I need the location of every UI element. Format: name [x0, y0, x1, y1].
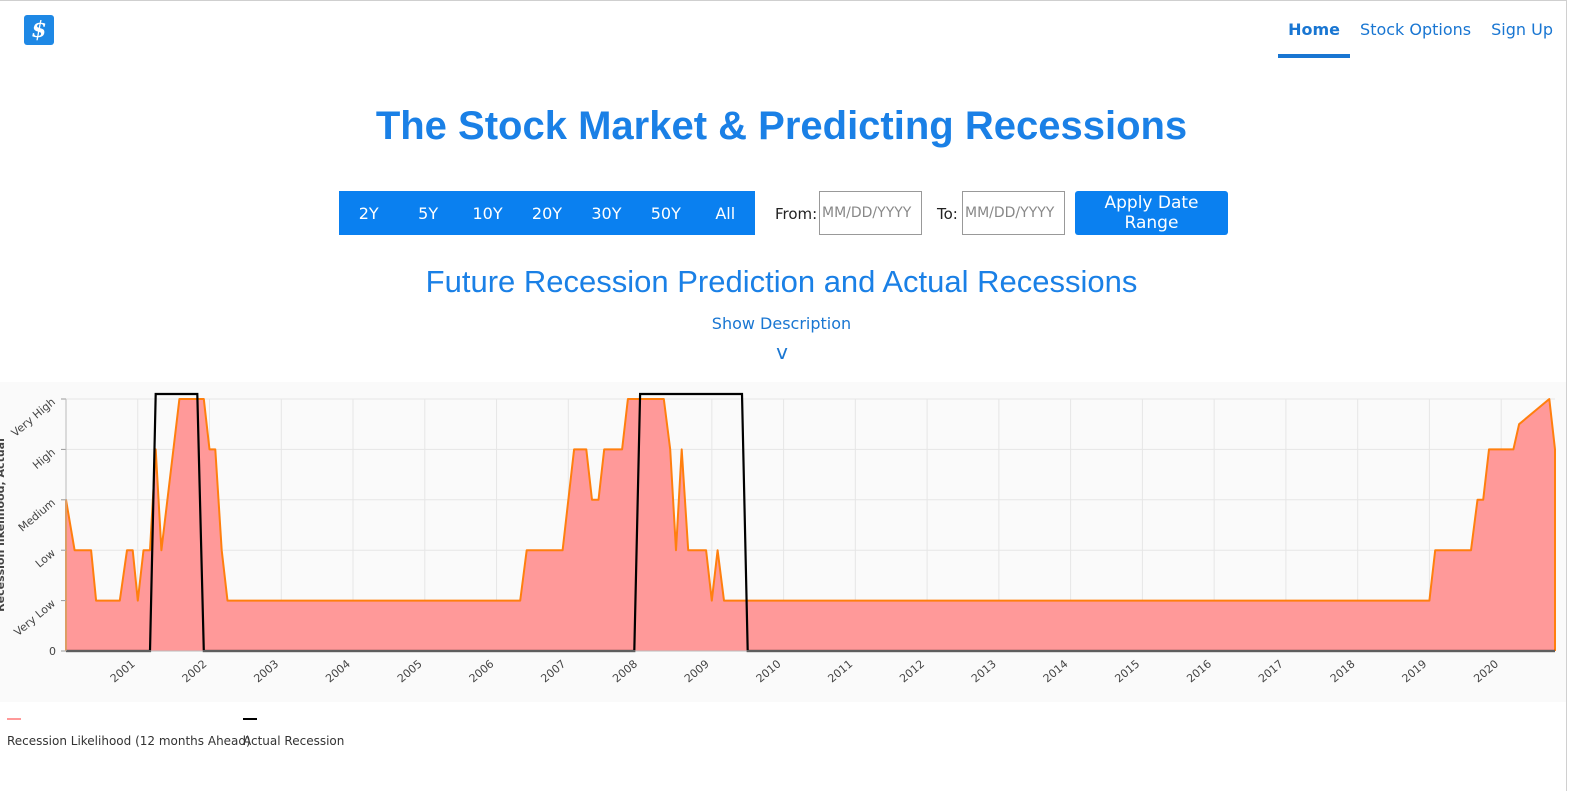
likelihood-line	[65, 398, 1556, 651]
page-scrollbar-edge	[1566, 0, 1567, 791]
nav-stock-options-link[interactable]: Stock Options	[1360, 20, 1472, 39]
range-10y-button[interactable]: 10Y	[458, 191, 517, 235]
legend-actual-swatch	[243, 718, 257, 720]
range-button-group: 2Y 5Y 10Y 20Y 30Y 50Y All	[339, 191, 755, 235]
to-label: To:	[937, 205, 958, 223]
range-2y-button[interactable]: 2Y	[339, 191, 398, 235]
y-axis-title: Recession likelihood, Actual	[0, 438, 7, 612]
from-label: From:	[775, 205, 818, 223]
nav-home-link[interactable]: Home	[1278, 0, 1351, 58]
chart-section-title: Future Recession Prediction and Actual R…	[425, 264, 1138, 299]
y-tick-label: 0	[49, 645, 56, 658]
to-date-input[interactable]	[962, 191, 1065, 235]
page-title: The Stock Market & Predicting Recessions	[375, 104, 1188, 148]
legend-likelihood-swatch	[7, 718, 21, 720]
legend-item-likelihood: Recession Likelihood (12 months Ahead)	[7, 718, 251, 748]
dollar-logo-icon[interactable]: $	[24, 15, 54, 45]
window-top-border	[0, 0, 1583, 1]
legend-item-actual: Actual Recession	[243, 718, 344, 748]
nav-sign-up-link[interactable]: Sign Up	[1491, 20, 1553, 39]
apply-date-range-button[interactable]: Apply Date Range	[1075, 191, 1228, 235]
top-nav: Home Stock Options Sign Up	[1278, 0, 1563, 58]
from-date-input[interactable]	[819, 191, 922, 235]
range-5y-button[interactable]: 5Y	[398, 191, 457, 235]
chart-background	[0, 382, 1566, 702]
legend-actual-label: Actual Recession	[243, 734, 345, 748]
range-30y-button[interactable]: 30Y	[577, 191, 636, 235]
range-50y-button[interactable]: 50Y	[636, 191, 695, 235]
range-20y-button[interactable]: 20Y	[517, 191, 576, 235]
page-scrollbar[interactable]	[1566, 0, 1583, 791]
range-all-button[interactable]: All	[696, 191, 755, 235]
chevron-down-icon[interactable]: v	[776, 340, 788, 364]
show-description-link[interactable]: Show Description	[711, 314, 852, 333]
legend-likelihood-label: Recession Likelihood (12 months Ahead)	[7, 734, 251, 748]
